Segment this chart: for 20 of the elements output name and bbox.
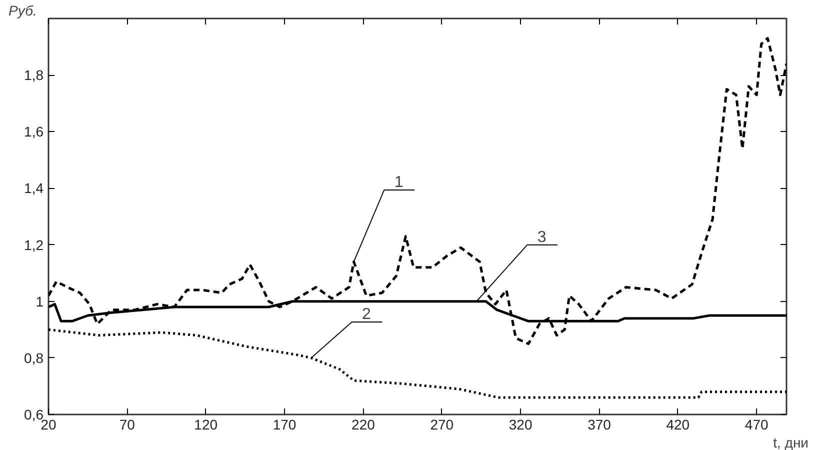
x-tick-label: 370 — [588, 416, 612, 432]
y-tick-label: 1,6 — [24, 124, 44, 140]
x-tick-label: 120 — [194, 416, 218, 432]
x-tick-label: 220 — [352, 416, 376, 432]
annotation: 3 — [537, 228, 546, 246]
x-tick-label: 470 — [744, 416, 768, 432]
x-tick-label: 420 — [666, 416, 690, 432]
y-tick-label: 1 — [36, 293, 44, 310]
x-tick-label: 70 — [119, 416, 136, 432]
y-tick-label: 1,2 — [24, 236, 44, 253]
y-axis-title: Руб. — [8, 2, 37, 18]
y-tick-label: 1,4 — [24, 180, 44, 196]
x-axis-title: t, дни — [773, 434, 808, 450]
annotation: 1 — [394, 174, 404, 191]
y-tick-label: 1,8 — [24, 67, 44, 84]
annotation: 2 — [362, 306, 371, 324]
x-tick-label: 320 — [508, 416, 532, 432]
y-tick-label: 0,8 — [24, 350, 44, 366]
x-tick-label: 170 — [272, 416, 296, 432]
x-tick-label: 270 — [430, 416, 454, 432]
